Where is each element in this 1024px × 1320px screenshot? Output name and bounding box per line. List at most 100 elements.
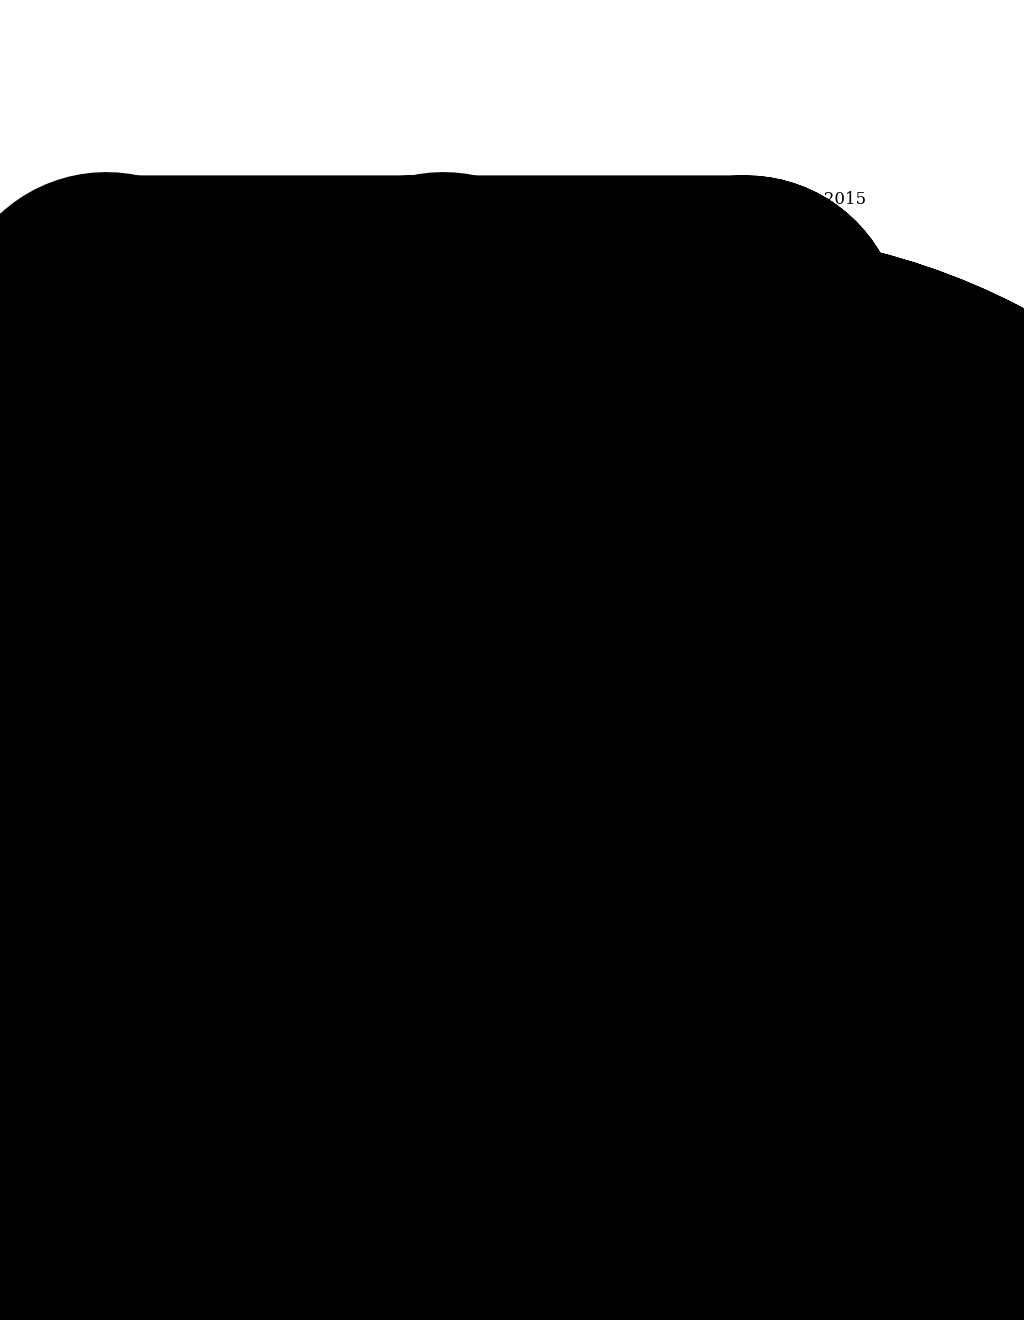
Text: 5.61 (d, 1H), 2.10 (t, 2H).: 5.61 (d, 1H), 2.10 (t, 2H). (183, 632, 345, 645)
Text: F: F (240, 308, 248, 318)
Text: N: N (779, 471, 790, 482)
Text: NH₃/MeOH: NH₃/MeOH (714, 903, 778, 913)
Text: EtOAc (2×10 mL) and the combined organic layers washed: EtOAc (2×10 mL) and the combined organic… (183, 572, 561, 585)
Text: N: N (230, 697, 241, 706)
Text: tBuOH/H₂O: tBuOH/H₂O (295, 719, 361, 730)
Text: min. To the mixture was added 4,4-difluoropiperidine hydro-: min. To the mixture was added 4,4-difluo… (539, 665, 923, 678)
Text: ture was stirred at room temperature for 2 hours. Water was: ture was stirred at room temperature for… (183, 871, 570, 884)
Text: evaporator and the reaction was purified by column chroma-: evaporator and the reaction was purified… (539, 706, 925, 718)
Text: tion, (166 mg, 42% yield, 28% pure). ¹H NMR (CDCl₃ 500: tion, (166 mg, 42% yield, 28% pure). ¹H … (183, 921, 550, 935)
Text: were mixed. THF (10 ml), water (3 ml) and 5-bromo-2-(1,1-: were mixed. THF (10 ml), water (3 ml) an… (183, 511, 559, 524)
Text: NaIO₄ (571 mg, 2.67 mmol), 2,6-lutidine (143 mg, 0.155 ml,: NaIO₄ (571 mg, 2.67 mmol), 2,6-lutidine … (183, 841, 563, 854)
Text: THF: THF (421, 334, 445, 345)
Text: 2-(2-(1,1-Difluoroethyl)pyrimidin-5-yl)-2-(4,4-dif-: 2-(2-(1,1-Difluoroethyl)pyrimidin-5-yl)-… (542, 230, 846, 243)
Text: O: O (627, 335, 636, 345)
Text: F: F (665, 318, 673, 329)
Text: N: N (291, 436, 301, 445)
Text: O: O (381, 784, 390, 793)
Text: Oct. 29, 2015: Oct. 29, 2015 (752, 190, 866, 207)
Text: H—Cl: H—Cl (700, 333, 733, 342)
Text: To a solution of 2-(1,1-difluoroethyl)pyrimidine-5-: To a solution of 2-(1,1-difluoroethyl)py… (563, 624, 888, 638)
Text: N: N (558, 312, 567, 322)
Text: roethyl)-5-vinylpyrimidine (114 mg, 75% yield). ¹H NMR: roethyl)-5-vinylpyrimidine (114 mg, 75% … (183, 612, 542, 626)
Text: F: F (202, 697, 209, 706)
Text: organic phase was washed with brine, dried over Na₂SO₄ and: organic phase was washed with brine, dri… (183, 891, 575, 904)
Text: F: F (785, 496, 793, 507)
Text: and aldehyde) (39 mg, 24% yield). ¹H NMR (CDCl₃ 500: and aldehyde) (39 mg, 24% yield). ¹H NMR… (539, 746, 890, 759)
Text: 0.286 mmol). The resultant mixture was stirred at room tem-: 0.286 mmol). The resultant mixture was s… (539, 685, 926, 698)
Text: added TMS cyanide (79 mg, 0.1 ml, 0.8 mmol) and zinc: added TMS cyanide (79 mg, 0.1 ml, 0.8 mm… (539, 644, 890, 657)
Text: tography on silica gel (petroleum ether: EtOAc=1:0 to 0:1) to: tography on silica gel (petroleum ether:… (539, 715, 929, 729)
Text: and potassium trifluoro(vinyl)borate (145 mg, 1.1 mmol): and potassium trifluoro(vinyl)borate (14… (183, 500, 543, 513)
Text: F: F (693, 318, 700, 329)
Text: +: + (638, 322, 653, 341)
Text: 2-(1,1-Difluoroethyl)-5-vinylpyrimidine: 2-(1,1-Difluoroethyl)-5-vinylpyrimidine (215, 230, 459, 243)
Text: 2-(1,1-difluoroethyl)-5-vinylpyrimidine (110 mg,: 2-(1,1-difluoroethyl)-5-vinylpyrimidine … (209, 820, 523, 833)
Text: H: H (679, 338, 688, 348)
Text: mmol, 0.078 molar in tBuOH) was added. The reaction mix-: mmol, 0.078 molar in tBuOH) was added. T… (183, 861, 562, 874)
Text: N: N (330, 797, 340, 807)
Text: N: N (244, 315, 254, 326)
Text: carbaldehyde (166 mg, 0.270 mmol, 28%) in THF (4 ml) was: carbaldehyde (166 mg, 0.270 mmol, 28%) i… (539, 635, 924, 647)
Text: 1.3 mmol) and osmium tetraoxide (138 mg, 0.17 ml, 0.013: 1.3 mmol) and osmium tetraoxide (138 mg,… (183, 850, 553, 863)
Text: N: N (604, 857, 614, 866)
Text: N: N (664, 888, 673, 899)
Text: N: N (579, 347, 588, 356)
Text: mmol) (DavePhos), cesium carbonate (880 mg, 2.70 mmol): mmol) (DavePhos), cesium carbonate (880 … (183, 491, 557, 503)
Text: concentrated in vacuo. ¹H NMR showed a mixture of alde-: concentrated in vacuo. ¹H NMR showed a m… (183, 902, 554, 915)
Text: oven. The reaction mixture was partitioned between EtOAc: oven. The reaction mixture was partition… (183, 552, 561, 565)
Text: Pd(OAc)₂: Pd(OAc)₂ (414, 322, 464, 333)
Text: with brine (10 mL), dried (Na₂SO₄) and concentrated. The: with brine (10 mL), dried (Na₂SO₄) and c… (183, 582, 553, 595)
Text: N: N (740, 474, 751, 483)
Text: F: F (226, 689, 234, 698)
Text: [0176]: [0176] (183, 470, 230, 483)
Text: N: N (271, 400, 281, 411)
Text: added and the mixture was extracted with diethyl ether. The: added and the mixture was extracted with… (183, 882, 568, 894)
Text: H₂, Ra — Ni: H₂, Ra — Ni (711, 890, 778, 900)
Text: [0175]: [0175] (183, 243, 230, 256)
Text: phino-2'-(N,N-dimethylamino)-biphenyl  (53  mg,  0.13: phino-2'-(N,N-dimethylamino)-biphenyl (5… (183, 480, 527, 494)
Text: F: F (554, 305, 561, 314)
Text: N: N (251, 731, 261, 742)
Text: F: F (215, 315, 222, 326)
Text: N: N (721, 440, 730, 449)
Text: (CDCl₃ 500 MHz): δ 8.88 (s, 2H), 6.73 (m, 1H), 6.02 (d, 1H),: (CDCl₃ 500 MHz): δ 8.88 (s, 2H), 6.73 (m… (183, 623, 565, 636)
Text: CN: CN (668, 869, 686, 879)
Text: [0179]: [0179] (539, 252, 586, 265)
Text: F: F (691, 440, 699, 449)
Text: 0.646 mmol) was dissolved in THF (5 ml) and water (2 ml).: 0.646 mmol) was dissolved in THF (5 ml) … (183, 830, 558, 843)
Text: F: F (641, 913, 649, 924)
Text: F: F (716, 432, 724, 441)
Text: iodide (2.2 mg, 6.89 μmol). The mixture was stirred for 15: iodide (2.2 mg, 6.89 μmol). The mixture … (539, 655, 908, 668)
Text: F: F (388, 326, 395, 335)
Text: F: F (403, 309, 412, 319)
Text: ⊖: ⊖ (393, 312, 401, 321)
Text: 11: 11 (514, 209, 536, 226)
Text: [0177]: [0177] (183, 663, 230, 676)
Text: N: N (264, 351, 274, 360)
Text: PdOAc₂ (22 mg, 0.1 mmol), 2-dicyclohexylphos-: PdOAc₂ (22 mg, 0.1 mmol), 2-dicyclohexyl… (209, 470, 521, 483)
Text: N: N (625, 891, 634, 902)
Text: F: F (281, 762, 289, 772)
Text: Degassed for 20 minutes, with argon. The resulting mixture: Degassed for 20 minutes, with argon. The… (183, 531, 564, 544)
Text: perature overnight. The volatiles were removed by rotary: perature overnight. The volatiles were r… (539, 696, 905, 709)
Text: F: F (528, 312, 537, 322)
Text: ⊕: ⊕ (393, 330, 401, 339)
Text: K: K (400, 331, 410, 342)
Text: F: F (600, 849, 607, 858)
Text: B: B (390, 309, 398, 319)
Text: (petroleum ether: EtOAc=1:0 to 0:1) to afford 2-(1,1-difluo-: (petroleum ether: EtOAc=1:0 to 0:1) to a… (183, 602, 561, 615)
Text: US 2015/0306114 A1: US 2015/0306114 A1 (183, 190, 365, 207)
Text: CN: CN (783, 451, 802, 462)
Text: difluoroethyl)pyrimidine (200 mg, 0.897 mmol) was added.: difluoroethyl)pyrimidine (200 mg, 0.897 … (183, 521, 558, 535)
Text: reaction was purified by column chromatography on silica gel: reaction was purified by column chromato… (183, 593, 578, 605)
Text: luoropiperidin-1-yl)ethanamine: luoropiperidin-1-yl)ethanamine (595, 785, 793, 799)
Text: MHz): δ 10.24 (s, 1H), 9.30 (s, 2H), 2.12 (t, 2H).: MHz): δ 10.24 (s, 1H), 9.30 (s, 2H), 2.1… (183, 932, 489, 945)
Text: hyde and lutidine, which was used directly in the next reac-: hyde and lutidine, which was used direct… (183, 912, 563, 924)
Text: chloride (62 mg, 0.393 mmol) and DIPEA (37 mg, 0.05 ml,: chloride (62 mg, 0.393 mmol) and DIPEA (… (539, 675, 908, 688)
Text: 2-(1,1-Difluoroethyl)pyrimidine-5-carbaldehyde: 2-(1,1-Difluoroethyl)pyrimidine-5-carbal… (187, 651, 487, 664)
Text: TMSCN: TMSCN (742, 322, 787, 333)
Text: F: F (242, 400, 250, 411)
Text: F: F (758, 496, 765, 507)
Text: F: F (575, 857, 583, 866)
